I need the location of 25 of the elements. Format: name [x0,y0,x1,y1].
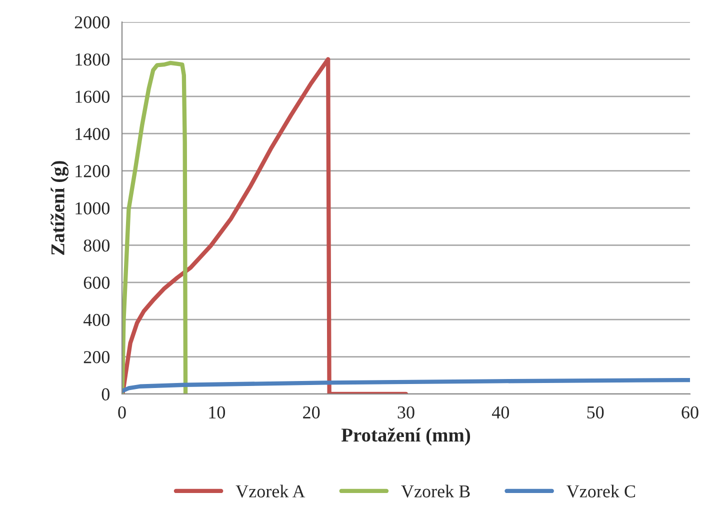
x-axis-title: Protažení (mm) [341,428,470,446]
x-tick-label: 40 [492,406,510,419]
legend-label: Vzorek A [236,484,306,498]
legend-label: Vzorek C [566,484,636,498]
y-tick-label: 0 [102,388,110,400]
x-tick-label: 10 [209,406,226,419]
y-tick-label: 1800 [76,53,110,66]
line-series [122,57,408,394]
line-series [122,60,188,394]
x-tick-label: 60 [682,406,698,419]
x-tick-label: 30 [398,406,414,419]
y-tick-label: 2000 [74,16,110,28]
x-tick-label: 0 [118,406,126,419]
x-tick-label: 50 [587,406,604,419]
y-axis-title: Zatížení (g) [50,161,69,255]
y-tick-label: 600 [84,276,110,289]
legend-label: Vzorek B [401,484,470,498]
y-tick-label: 1000 [76,202,110,214]
y-tick-label: 1600 [76,90,110,103]
x-tick-label: 20 [303,406,320,419]
y-tick-label: 200 [84,351,110,364]
y-tick-label: 400 [83,314,110,326]
y-tick-label: 800 [84,239,110,252]
y-tick-label: 1200 [76,165,110,178]
y-tick-label: 1400 [76,128,110,140]
